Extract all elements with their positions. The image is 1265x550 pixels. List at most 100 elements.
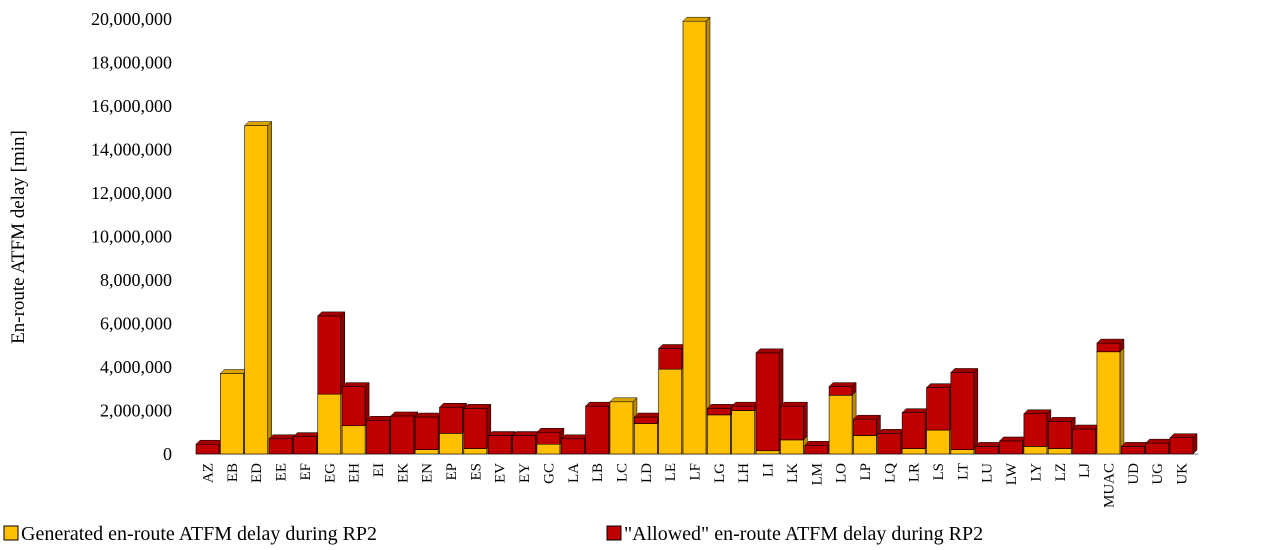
x-tick-label: ED <box>249 463 265 483</box>
bar-segment-LU-allowed <box>974 441 1003 455</box>
x-tick-label: EI <box>371 463 387 477</box>
bar-segment-EE-allowed <box>268 434 297 455</box>
x-tick-label: LD <box>639 463 655 483</box>
x-tick-label: LG <box>712 463 728 483</box>
bar-segment-UK-allowed <box>1169 433 1198 455</box>
bar-segment-AZ-allowed <box>195 439 224 455</box>
bar-segment-EB-generated <box>219 368 248 455</box>
x-tick-label: LS <box>931 463 947 481</box>
bar-segment-LG-generated <box>706 410 735 455</box>
y-tick-label: 8,000,000 <box>100 270 172 290</box>
bar-segment-LP-allowed <box>852 414 882 437</box>
bar-segment-MUAC-generated <box>1096 347 1125 455</box>
y-tick-label: 14,000,000 <box>91 140 172 160</box>
bar-segment-LY-allowed <box>1023 409 1052 447</box>
x-tick-label: EB <box>225 463 241 482</box>
legend-swatch-allowed <box>606 525 622 541</box>
bar-segment-ES-allowed <box>463 403 492 450</box>
x-tick-label: LC <box>614 463 630 482</box>
x-tick-label: GC <box>541 463 557 484</box>
bar-segment-EF-allowed <box>292 431 322 455</box>
y-tick-label: 0 <box>163 444 172 464</box>
x-tick-label: LO <box>834 463 850 483</box>
x-tick-label: LY <box>1028 463 1044 482</box>
y-tick-label: 2,000,000 <box>100 401 172 421</box>
x-tick-label: LI <box>761 463 777 477</box>
legend-swatch-generated <box>3 525 19 541</box>
x-tick-label: LK <box>785 463 801 483</box>
x-tick-label: LH <box>736 463 752 483</box>
x-tick-label: EG <box>322 463 338 483</box>
bar-segment-LS-allowed <box>925 383 955 431</box>
x-tick-label: EV <box>493 463 509 483</box>
bar-segment-EH-allowed <box>341 381 370 427</box>
y-tick-label: 20,000,000 <box>91 9 172 29</box>
bar-segment-LT-allowed <box>950 367 979 451</box>
bar-segment-LJ-allowed <box>1071 424 1101 455</box>
bar-segment-EK-allowed <box>390 411 419 455</box>
x-tick-label: LA <box>566 463 582 483</box>
bars-layer <box>195 16 1198 455</box>
bar-segment-LI-allowed <box>755 348 784 452</box>
bar-segment-EG-allowed <box>317 311 346 395</box>
x-tick-label: EH <box>347 463 363 483</box>
x-tick-label: UD <box>1126 463 1142 485</box>
bar-segment-ED-generated <box>244 120 273 455</box>
y-tick-label: 10,000,000 <box>91 227 172 247</box>
x-tick-label: EN <box>420 463 436 483</box>
bar-segment-LK-allowed <box>779 401 809 441</box>
bar-segment-LA-allowed <box>560 434 589 455</box>
bar-segment-LO-generated <box>828 390 857 455</box>
x-tick-label: EF <box>298 463 314 481</box>
bar-segment-EY-allowed <box>511 430 541 455</box>
x-tick-label: UK <box>1175 463 1191 485</box>
y-tick-label: 16,000,000 <box>91 96 172 116</box>
x-tick-label: LU <box>980 463 996 483</box>
bar-segment-LM-allowed <box>804 440 833 455</box>
bar-segment-LW-allowed <box>998 436 1028 455</box>
x-tick-label: UG <box>1150 463 1166 485</box>
legend-label-generated: Generated en-route ATFM delay during RP2 <box>21 523 377 545</box>
x-tick-label: LJ <box>1077 463 1093 478</box>
bar-segment-LD-generated <box>633 418 662 455</box>
bar-segment-LZ-allowed <box>1047 416 1076 450</box>
bar-segment-EP-allowed <box>438 402 468 434</box>
x-tick-label: ES <box>468 463 484 481</box>
x-tick-label: EP <box>444 463 460 481</box>
y-tick-label: 4,000,000 <box>100 357 172 377</box>
bar-segment-LO-allowed <box>828 381 857 396</box>
y-tick-label: 6,000,000 <box>100 314 172 334</box>
bar-segment-LD-allowed <box>633 412 662 425</box>
x-tick-label: LW <box>1004 462 1020 485</box>
legend-label-allowed: "Allowed" en-route ATFM delay during RP2 <box>624 523 983 545</box>
bar-segment-LE-allowed <box>658 343 687 370</box>
bar-segment-GC-allowed <box>536 427 565 445</box>
y-tick-label: 18,000,000 <box>91 53 172 73</box>
legend: Generated en-route ATFM delay during RP2… <box>3 523 983 545</box>
x-tick-label: LE <box>663 463 679 481</box>
bar-segment-LB-allowed <box>584 401 614 455</box>
bar-segment-EH-generated <box>341 421 370 455</box>
bar-segment-LC-generated <box>609 397 638 455</box>
bar-segment-MUAC-allowed <box>1096 338 1125 353</box>
x-tick-label: LQ <box>882 463 898 483</box>
bar-segment-UG-allowed <box>1145 438 1174 455</box>
bar-segment-UD-allowed <box>1120 441 1149 455</box>
bar-segment-LF-generated <box>682 16 711 455</box>
bar-segment-EG-generated <box>317 389 346 455</box>
bar-segment-LR-allowed <box>901 408 930 450</box>
x-tick-label: EE <box>274 463 290 481</box>
bar-segment-LG-allowed <box>706 403 735 416</box>
bar-segment-LE-generated <box>658 364 687 455</box>
bar-segment-EV-allowed <box>487 430 516 455</box>
x-tick-label: LF <box>688 463 704 481</box>
x-tick-label: LP <box>858 463 874 481</box>
x-tick-label: LM <box>809 463 825 486</box>
bar-segment-LH-allowed <box>731 401 760 412</box>
x-tick-label: LB <box>590 463 606 482</box>
x-axis: AZ EB ED EE EF EG EH EI EK EN EP ES EV EY GC LA LB LC LD LE… <box>201 462 1191 508</box>
bar-segment-EN-allowed <box>414 412 443 451</box>
bar-segment-LH-generated <box>731 405 760 455</box>
x-tick-label: LZ <box>1053 463 1069 481</box>
